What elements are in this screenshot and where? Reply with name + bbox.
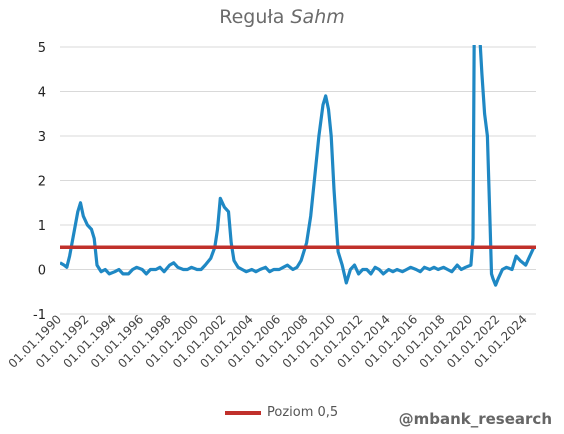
y-tick-label: 2 (38, 175, 46, 190)
series-line-sahm (60, 45, 536, 287)
legend-label-threshold: Poziom 0,5 (267, 405, 339, 420)
chart-title-plain: Reguła (219, 6, 291, 28)
y-tick-label: 0 (38, 264, 46, 279)
x-axis-ticks: 01.01.199001.01.199201.01.199401.01.1996… (6, 312, 530, 370)
series-group (60, 45, 536, 287)
y-axis-ticks: -1 0 1 2 3 4 5 (33, 41, 46, 323)
legend: Poziom 0,5 (225, 405, 338, 420)
chart-title-italic: Sahm (290, 6, 345, 28)
y-tick-label: 1 (38, 219, 46, 234)
chart-title: Reguła Sahm (0, 6, 564, 28)
grid-lines (60, 46, 536, 315)
watermark: @mbank_research (398, 410, 552, 428)
y-tick-label: 4 (38, 86, 46, 101)
legend-swatch-threshold (225, 410, 261, 415)
y-tick-label: 5 (38, 41, 46, 56)
y-tick-label: 3 (38, 130, 46, 145)
y-tick-label: -1 (33, 308, 46, 323)
